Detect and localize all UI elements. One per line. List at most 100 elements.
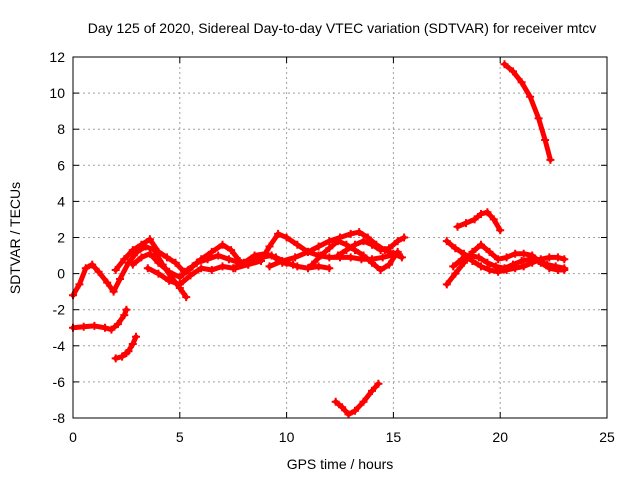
series-pass-7 — [308, 237, 402, 274]
series-pass-9 — [69, 305, 131, 334]
data-point — [553, 253, 562, 262]
data-point — [442, 237, 451, 246]
data-point — [250, 251, 259, 260]
data-point — [192, 258, 201, 267]
data-point — [325, 264, 334, 273]
data-point — [359, 237, 368, 246]
data-point — [116, 275, 124, 283]
data-point — [107, 325, 116, 334]
y-tick-label: 4 — [57, 193, 65, 209]
data-point — [466, 251, 475, 260]
data-point — [331, 397, 340, 406]
data-point — [218, 240, 227, 249]
data-point — [274, 229, 283, 238]
data-point — [500, 264, 509, 273]
data-point — [368, 240, 376, 249]
data-point — [111, 354, 120, 363]
data-point — [231, 264, 240, 273]
data-point — [470, 215, 479, 224]
chart-title: Day 125 of 2020, Sidereal Day-to-day VTE… — [88, 20, 597, 36]
data-point — [282, 233, 291, 242]
data-point — [351, 406, 359, 415]
data-point — [182, 293, 191, 302]
data-point — [79, 322, 88, 331]
data-point — [477, 210, 485, 218]
y-axis-label: SDTVAR / TECUs — [7, 182, 23, 294]
data-point — [184, 266, 193, 274]
data-point — [546, 155, 555, 164]
data-point — [154, 269, 163, 278]
data-point — [207, 266, 216, 274]
data-point — [109, 287, 118, 296]
data-point — [291, 253, 300, 262]
data-point — [132, 332, 140, 341]
data-point — [122, 305, 131, 314]
x-axis-label: GPS time / hours — [287, 456, 394, 472]
y-tick-label: -8 — [53, 410, 66, 426]
x-tick-label: 5 — [176, 429, 184, 445]
series-pass-16 — [453, 208, 505, 235]
data-point — [90, 321, 99, 330]
data-point — [304, 247, 312, 256]
data-point — [316, 251, 325, 260]
data-point — [118, 352, 127, 361]
data-point — [385, 260, 394, 269]
data-point — [545, 253, 554, 262]
data-point — [75, 280, 84, 289]
data-point — [519, 262, 528, 271]
data-point — [494, 255, 503, 264]
data-point — [128, 246, 137, 255]
data-point — [325, 244, 334, 253]
data-point — [442, 280, 451, 289]
data-point — [385, 244, 394, 253]
data-point — [485, 247, 494, 256]
data-point — [453, 222, 462, 231]
x-tick-label: 20 — [492, 429, 508, 445]
data-point — [489, 215, 498, 224]
data-point — [113, 320, 122, 329]
data-point — [124, 347, 133, 356]
data-point — [483, 208, 492, 217]
data-point — [363, 233, 372, 242]
data-series-layer — [69, 60, 569, 419]
y-tick-label: 10 — [49, 85, 65, 101]
series-pass-15 — [449, 251, 569, 273]
data-point — [449, 262, 458, 271]
series-pass-11 — [124, 332, 140, 356]
data-point — [165, 267, 174, 276]
data-point — [175, 273, 184, 282]
data-point — [517, 78, 526, 87]
data-point — [293, 240, 302, 249]
data-point — [103, 278, 112, 287]
data-point — [477, 262, 485, 271]
data-point — [308, 260, 317, 269]
data-point — [111, 266, 120, 274]
y-tick-label: -6 — [53, 374, 66, 390]
data-point — [346, 229, 355, 238]
data-point — [534, 114, 543, 123]
data-point — [314, 242, 323, 251]
data-point — [355, 228, 364, 237]
data-point — [325, 253, 334, 262]
data-point — [163, 253, 171, 262]
data-point — [393, 247, 402, 256]
x-tick-label: 15 — [386, 429, 402, 445]
data-point — [265, 262, 274, 271]
data-point — [500, 60, 509, 69]
data-point — [227, 246, 236, 255]
data-point — [509, 67, 517, 76]
grid — [73, 57, 607, 418]
data-point — [451, 244, 460, 253]
x-tick-label: 25 — [599, 429, 615, 445]
data-point — [333, 251, 342, 260]
data-point — [145, 249, 154, 258]
data-point — [378, 253, 387, 262]
data-point — [502, 253, 511, 262]
data-point — [457, 255, 466, 264]
data-point — [543, 260, 552, 269]
y-tick-label: 8 — [57, 121, 65, 137]
data-point — [120, 311, 129, 320]
series-pass-17 — [500, 60, 555, 164]
data-point — [509, 260, 517, 269]
data-point — [376, 246, 385, 255]
